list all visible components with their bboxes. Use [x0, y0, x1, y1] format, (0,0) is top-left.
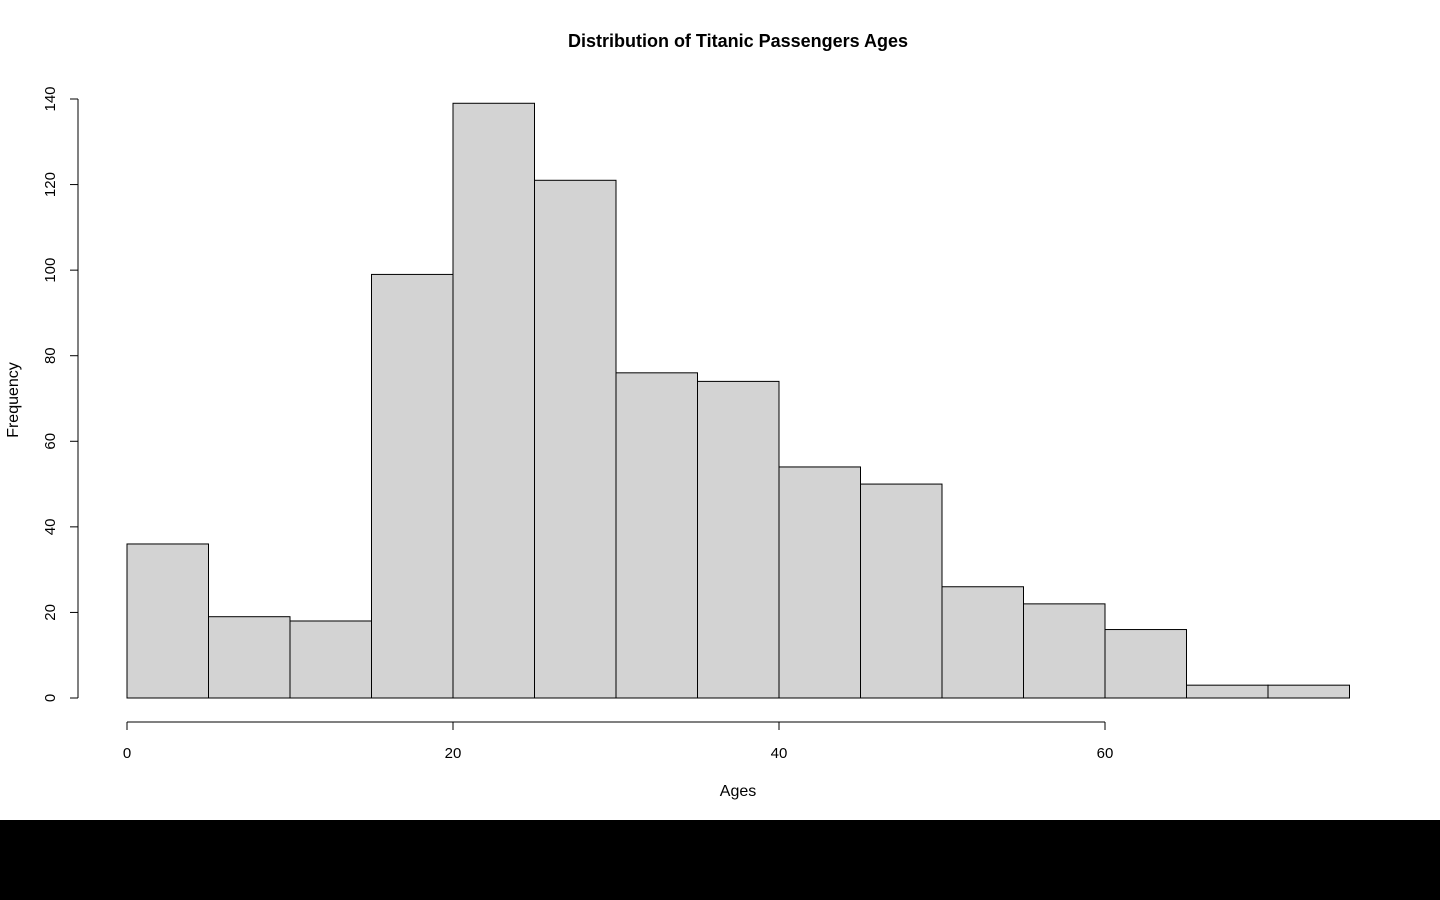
plot-area: Distribution of Titanic Passengers Ages …: [0, 0, 1440, 820]
histogram-bar: [126, 543, 209, 699]
histogram-bar: [452, 102, 535, 699]
histogram-bar: [941, 586, 1024, 699]
y-tick-label: 60: [42, 433, 59, 450]
y-tick-label: 20: [42, 604, 59, 621]
histogram-bar: [778, 466, 861, 699]
histogram-bar: [1023, 603, 1106, 699]
y-tick-label: 0: [42, 694, 59, 702]
y-axis: 0 20 40 60 80 100 120 140: [42, 86, 79, 702]
histogram-bar: [371, 273, 454, 699]
x-tick-label: 20: [445, 745, 462, 762]
y-tick-label: 80: [42, 347, 59, 364]
histogram-bar: [615, 372, 698, 699]
x-tick-label: 0: [123, 745, 131, 762]
y-tick-label: 100: [42, 258, 59, 283]
x-tick-label: 60: [1097, 745, 1114, 762]
y-tick-label: 40: [42, 519, 59, 536]
histogram-bar: [1267, 684, 1350, 699]
x-axis: 0 20 40 60: [123, 721, 1114, 762]
y-axis-label: Frequency: [5, 362, 22, 438]
chart-title: Distribution of Titanic Passengers Ages: [568, 31, 908, 51]
bottom-black-strip: [0, 820, 1440, 900]
histogram-bar: [289, 620, 372, 699]
x-axis-label: Ages: [720, 783, 756, 800]
histogram-bar: [534, 179, 617, 699]
histogram-bar: [1186, 684, 1269, 699]
bars-group: [126, 102, 1350, 699]
y-tick-label: 120: [42, 172, 59, 197]
histogram-bar: [1104, 629, 1187, 699]
histogram-bar: [860, 483, 943, 699]
y-tick-label: 140: [42, 86, 59, 111]
histogram-bar: [697, 380, 780, 699]
x-tick-label: 40: [771, 745, 788, 762]
histogram-bar: [208, 616, 291, 699]
histogram-chart: Distribution of Titanic Passengers Ages …: [5, 31, 1350, 800]
